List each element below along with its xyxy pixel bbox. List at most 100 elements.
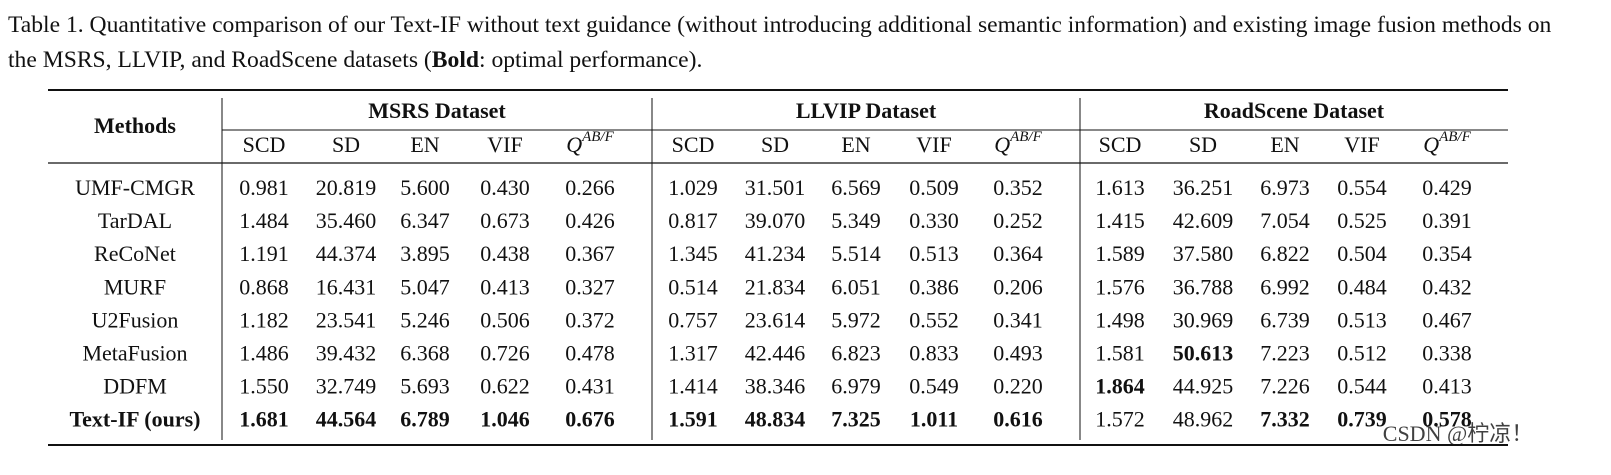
metric-header: EN [841, 132, 870, 157]
value-cell: 1.182 [239, 307, 289, 332]
value-cell: 0.549 [909, 374, 959, 399]
value-cell: 7.325 [831, 407, 881, 432]
value-cell: 42.446 [745, 341, 806, 366]
value-cell: 5.246 [400, 307, 450, 332]
value-cell: 0.544 [1337, 374, 1387, 399]
value-cell: 0.391 [1422, 208, 1472, 233]
metric-base: Q [1423, 132, 1439, 157]
value-cell: 35.460 [316, 208, 377, 233]
value-cell: 0.352 [993, 175, 1043, 200]
value-cell: 0.413 [1422, 374, 1472, 399]
value-cell: 0.493 [993, 341, 1043, 366]
value-cell: 0.616 [993, 407, 1043, 432]
method-cell: TarDAL [98, 208, 172, 233]
metric-header: VIF [1344, 132, 1379, 157]
value-cell: 5.693 [400, 374, 450, 399]
caption-bold: Bold [431, 47, 479, 73]
value-cell: 5.600 [400, 175, 450, 200]
value-cell: 44.564 [316, 407, 377, 432]
value-cell: 20.819 [316, 175, 377, 200]
value-cell: 0.220 [993, 374, 1043, 399]
method-cell: Text-IF (ours) [70, 407, 201, 432]
group-header: LLVIP Dataset [796, 98, 937, 123]
watermark: CSDN @柠凉！ [1383, 421, 1533, 446]
value-cell: 1.576 [1095, 274, 1145, 299]
value-cell: 1.415 [1095, 208, 1145, 233]
value-cell: 0.206 [993, 274, 1043, 299]
value-cell: 0.266 [565, 175, 615, 200]
value-cell: 0.431 [565, 374, 615, 399]
value-cell: 1.613 [1095, 175, 1145, 200]
value-cell: 42.609 [1173, 208, 1234, 233]
value-cell: 0.739 [1337, 407, 1387, 432]
value-cell: 1.486 [239, 341, 289, 366]
value-cell: 0.327 [565, 274, 615, 299]
value-cell: 0.817 [668, 208, 718, 233]
value-cell: 1.414 [668, 374, 718, 399]
value-cell: 6.823 [831, 341, 881, 366]
value-cell: 0.525 [1337, 208, 1387, 233]
value-cell: 0.554 [1337, 175, 1387, 200]
value-cell: 5.972 [831, 307, 881, 332]
value-cell: 23.541 [316, 307, 377, 332]
value-cell: 32.749 [316, 374, 377, 399]
value-cell: 6.347 [400, 208, 450, 233]
metric-header: SD [761, 132, 789, 157]
metric-base: Q [994, 132, 1010, 157]
value-cell: 44.925 [1173, 374, 1234, 399]
value-cell: 1.589 [1095, 241, 1145, 266]
metric-header: SD [1189, 132, 1217, 157]
value-cell: 38.346 [745, 374, 806, 399]
value-cell: 0.981 [239, 175, 289, 200]
value-cell: 7.223 [1260, 341, 1310, 366]
value-cell: 0.330 [909, 208, 959, 233]
value-cell: 6.992 [1260, 274, 1310, 299]
metric-header: VIF [487, 132, 522, 157]
value-cell: 0.413 [480, 274, 530, 299]
value-cell: 0.509 [909, 175, 959, 200]
value-cell: 37.580 [1173, 241, 1234, 266]
value-cell: 6.979 [831, 374, 881, 399]
value-cell: 0.432 [1422, 274, 1472, 299]
group-header: MSRS Dataset [368, 98, 506, 123]
value-cell: 1.191 [239, 241, 289, 266]
metric-header: EN [410, 132, 439, 157]
metric-sup: AB/F [581, 129, 614, 145]
value-cell: 0.512 [1337, 341, 1387, 366]
value-cell: 1.046 [480, 407, 530, 432]
value-cell: 0.426 [565, 208, 615, 233]
value-cell: 0.552 [909, 307, 959, 332]
value-cell: 6.569 [831, 175, 881, 200]
value-cell: 6.368 [400, 341, 450, 366]
value-cell: 0.438 [480, 241, 530, 266]
caption-text: Table 1. Quantitative comparison of our … [8, 12, 1552, 73]
value-cell: 1.484 [239, 208, 289, 233]
value-cell: 0.868 [239, 274, 289, 299]
value-cell: 48.962 [1173, 407, 1234, 432]
value-cell: 7.226 [1260, 374, 1310, 399]
method-cell: MURF [104, 274, 166, 299]
value-cell: 6.822 [1260, 241, 1310, 266]
value-cell: 0.513 [909, 241, 959, 266]
metric-header: SCD [1099, 132, 1142, 157]
method-header: Methods [94, 113, 176, 138]
value-cell: 0.757 [668, 307, 718, 332]
value-cell: 0.467 [1422, 307, 1472, 332]
metric-header: VIF [916, 132, 951, 157]
metric-header: SCD [672, 132, 715, 157]
value-cell: 1.029 [668, 175, 718, 200]
value-cell: 0.673 [480, 208, 530, 233]
metric-header: QAB/F [566, 129, 614, 157]
value-cell: 0.430 [480, 175, 530, 200]
value-cell: 30.969 [1173, 307, 1234, 332]
value-cell: 1.317 [668, 341, 718, 366]
value-cell: 0.252 [993, 208, 1043, 233]
value-cell: 39.432 [316, 341, 377, 366]
value-cell: 36.788 [1173, 274, 1234, 299]
value-cell: 1.864 [1095, 374, 1145, 399]
metric-header: SD [332, 132, 360, 157]
caption-text: : optimal performance). [479, 47, 703, 73]
metric-sup: AB/F [1438, 129, 1471, 145]
value-cell: 0.484 [1337, 274, 1387, 299]
